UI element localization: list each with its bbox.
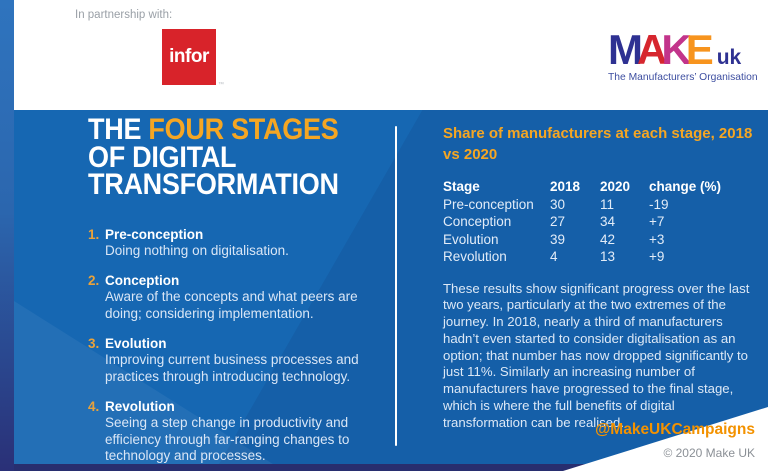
stage-name: Evolution: [105, 336, 167, 352]
stage-description: Seeing a step change in productivity and…: [105, 415, 350, 464]
vertical-divider-line: [395, 126, 397, 446]
table-cell: Conception: [443, 214, 512, 229]
title-word-the: THE: [88, 113, 149, 146]
infor-logo-text: infor: [169, 46, 209, 67]
table-cell: 13: [600, 249, 616, 264]
stage-number: 4.: [88, 399, 100, 415]
stage-body: Evolution Improving current business pro…: [105, 336, 393, 385]
infor-trademark: ™: [218, 82, 224, 88]
makeuk-logo: M A K E uk The Manufacturers’ Organisati…: [608, 24, 758, 83]
social-handle: @MakeUKCampaigns: [595, 421, 755, 438]
makeuk-letter-m: M: [608, 26, 643, 74]
table-header-2020: 2020: [600, 179, 631, 194]
table-cell: 42: [600, 231, 616, 247]
table-cell: 4: [550, 249, 558, 264]
table-header-2018: 2018: [550, 179, 581, 194]
stage-number: 3.: [88, 336, 100, 352]
makeuk-letter-a: A: [637, 26, 667, 74]
stage-description: Aware of the concepts and what peers are…: [105, 289, 358, 321]
table-cell: 34: [600, 214, 616, 229]
makeuk-wordmark: M A K E uk: [608, 24, 758, 74]
stage-name: Revolution: [105, 399, 175, 415]
table-header-change: change (%): [649, 179, 722, 194]
header-white-band: [14, 0, 768, 110]
page-title: THE FOUR STAGES OF DIGITAL TRANSFORMATIO…: [88, 113, 363, 202]
stage-body: Pre-conception Doing nothing on digitali…: [105, 227, 393, 260]
stats-table: Stage 2018 2020 change (%) Pre-conceptio…: [443, 178, 759, 266]
makeuk-uk-text: uk: [716, 46, 742, 69]
table-cell: Pre-conception: [443, 196, 534, 212]
table-cell: -19: [649, 196, 669, 212]
title-line-2: OF DIGITAL: [88, 140, 237, 174]
copyright-text: © 2020 Make UK: [663, 446, 755, 460]
table-cell: +7: [649, 214, 665, 229]
stage-name: Pre-conception: [105, 226, 204, 242]
section-heading: Share of manufacturers at each stage, 20…: [443, 125, 753, 163]
table-cell: +3: [649, 231, 665, 247]
table-cell: 30: [550, 196, 566, 212]
stage-name: Conception: [105, 273, 180, 289]
stage-description: Improving current business processes and…: [105, 352, 359, 384]
stage-description: Doing nothing on digitalisation.: [105, 242, 289, 258]
stage-number: 2.: [88, 273, 100, 289]
stage-item-2: 2. Conception Aware of the concepts and …: [88, 273, 393, 322]
right-panel: Share of manufacturers at each stage, 20…: [443, 123, 759, 445]
stage-number: 1.: [88, 226, 100, 242]
table-cell: Revolution: [443, 249, 507, 264]
title-highlight: FOUR STAGES: [148, 113, 339, 146]
table-cell: Evolution: [443, 231, 499, 247]
table-cell: 39: [550, 231, 566, 247]
table-cell: 11: [600, 196, 615, 212]
makeuk-letter-e: E: [685, 26, 714, 74]
stage-item-1: 1. Pre-conception Doing nothing on digit…: [88, 227, 393, 260]
left-edge-stripe: [0, 0, 14, 471]
stage-body: Revolution Seeing a step change in produ…: [105, 399, 393, 465]
table-cell: +9: [649, 249, 665, 264]
stage-list: 1. Pre-conception Doing nothing on digit…: [88, 227, 393, 465]
body-paragraph: These results show significant progress …: [443, 280, 750, 430]
makeuk-tagline: The Manufacturers’ Organisation: [608, 72, 758, 83]
infor-logo: infor ™: [162, 29, 224, 88]
title-line-3: TRANSFORMATION: [88, 168, 339, 202]
stage-item-3: 3. Evolution Improving current business …: [88, 336, 393, 385]
table-header-stage: Stage: [443, 179, 480, 194]
makeuk-letter-k: K: [661, 26, 691, 74]
bottom-navy-strip: [0, 464, 768, 471]
table-cell: 27: [550, 214, 566, 229]
stage-body: Conception Aware of the concepts and wha…: [105, 273, 393, 322]
stage-item-4: 4. Revolution Seeing a step change in pr…: [88, 399, 393, 465]
left-panel: THE FOUR STAGES OF DIGITAL TRANSFORMATIO…: [88, 113, 393, 471]
partnership-label: In partnership with:: [75, 9, 173, 21]
